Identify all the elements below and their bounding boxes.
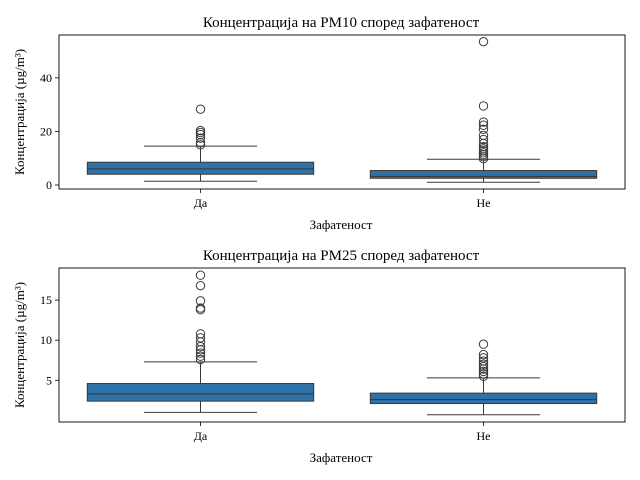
x-axis-label: Зафатеност bbox=[310, 217, 373, 232]
outlier-point bbox=[195, 351, 206, 361]
outlier-point bbox=[478, 117, 489, 127]
y-axis-label: Концентрација (µg/m³) bbox=[12, 49, 27, 175]
plot-marks bbox=[86, 36, 598, 183]
outlier-point bbox=[478, 148, 489, 158]
outlier-point bbox=[478, 356, 489, 366]
outlier-point bbox=[478, 366, 489, 377]
x-tick-label: Не bbox=[477, 429, 491, 443]
y-axis-label: Концентрација (µg/m³) bbox=[12, 282, 27, 408]
outlier-point bbox=[195, 333, 206, 343]
outlier-point bbox=[478, 349, 489, 360]
outlier-point bbox=[195, 125, 206, 136]
outlier-point bbox=[478, 120, 489, 130]
y-tick-label: 15 bbox=[40, 293, 52, 307]
outlier-point bbox=[195, 303, 206, 313]
y-tick-label: 5 bbox=[46, 373, 52, 387]
outlier-point bbox=[478, 144, 489, 154]
chart-pm25: Концентрација на PM25 според зафатеност … bbox=[12, 248, 626, 465]
outlier-point bbox=[478, 339, 489, 349]
plot-frame bbox=[58, 267, 626, 423]
chart-title: Концентрација на PM25 според зафатеност bbox=[203, 248, 480, 264]
outlier-point bbox=[478, 130, 489, 141]
y-tick-label: 20 bbox=[40, 124, 52, 138]
outlier-point bbox=[195, 270, 206, 280]
outlier-point bbox=[195, 140, 206, 150]
outlier-point bbox=[478, 124, 489, 134]
outlier-point bbox=[478, 369, 489, 379]
x-ticks: Да Не bbox=[194, 189, 491, 210]
plot-marks bbox=[86, 270, 598, 416]
outlier-point bbox=[195, 296, 206, 306]
x-tick-label: Да bbox=[194, 196, 208, 210]
box-iqr bbox=[369, 392, 598, 405]
outlier-point bbox=[195, 104, 206, 114]
box-iqr bbox=[369, 170, 598, 179]
x-ticks: Да Не bbox=[194, 422, 491, 443]
plot-frame bbox=[58, 34, 626, 190]
outlier-point bbox=[478, 141, 489, 152]
box-iqr bbox=[86, 161, 315, 175]
outlier-point bbox=[478, 371, 489, 381]
y-tick-label: 10 bbox=[40, 333, 52, 347]
outlier-point bbox=[195, 329, 206, 339]
outlier-point bbox=[195, 127, 206, 138]
y-tick-label: 40 bbox=[40, 71, 52, 85]
chart-pm10: Концентрација на PM10 според зафатеност … bbox=[12, 15, 626, 232]
outlier-point bbox=[478, 353, 489, 363]
box-iqr bbox=[86, 383, 315, 402]
outlier-point bbox=[195, 133, 206, 143]
chart-title: Концентрација на PM10 според зафатеност bbox=[203, 15, 480, 31]
outlier-point bbox=[195, 354, 206, 365]
x-tick-label: Да bbox=[194, 429, 208, 443]
y-tick-label: 0 bbox=[46, 178, 52, 192]
y-ticks: 5 10 15 bbox=[40, 293, 59, 387]
x-tick-label: Не bbox=[477, 196, 491, 210]
outlier-point bbox=[195, 348, 206, 358]
outlier-point bbox=[195, 129, 206, 140]
outlier-point bbox=[478, 359, 489, 369]
outlier-point bbox=[478, 36, 489, 47]
outlier-point bbox=[478, 134, 489, 145]
y-ticks: 0 20 40 bbox=[40, 71, 59, 192]
outlier-point bbox=[478, 101, 489, 111]
x-axis-label: Зафатеност bbox=[310, 450, 373, 465]
outlier-point bbox=[195, 280, 206, 291]
